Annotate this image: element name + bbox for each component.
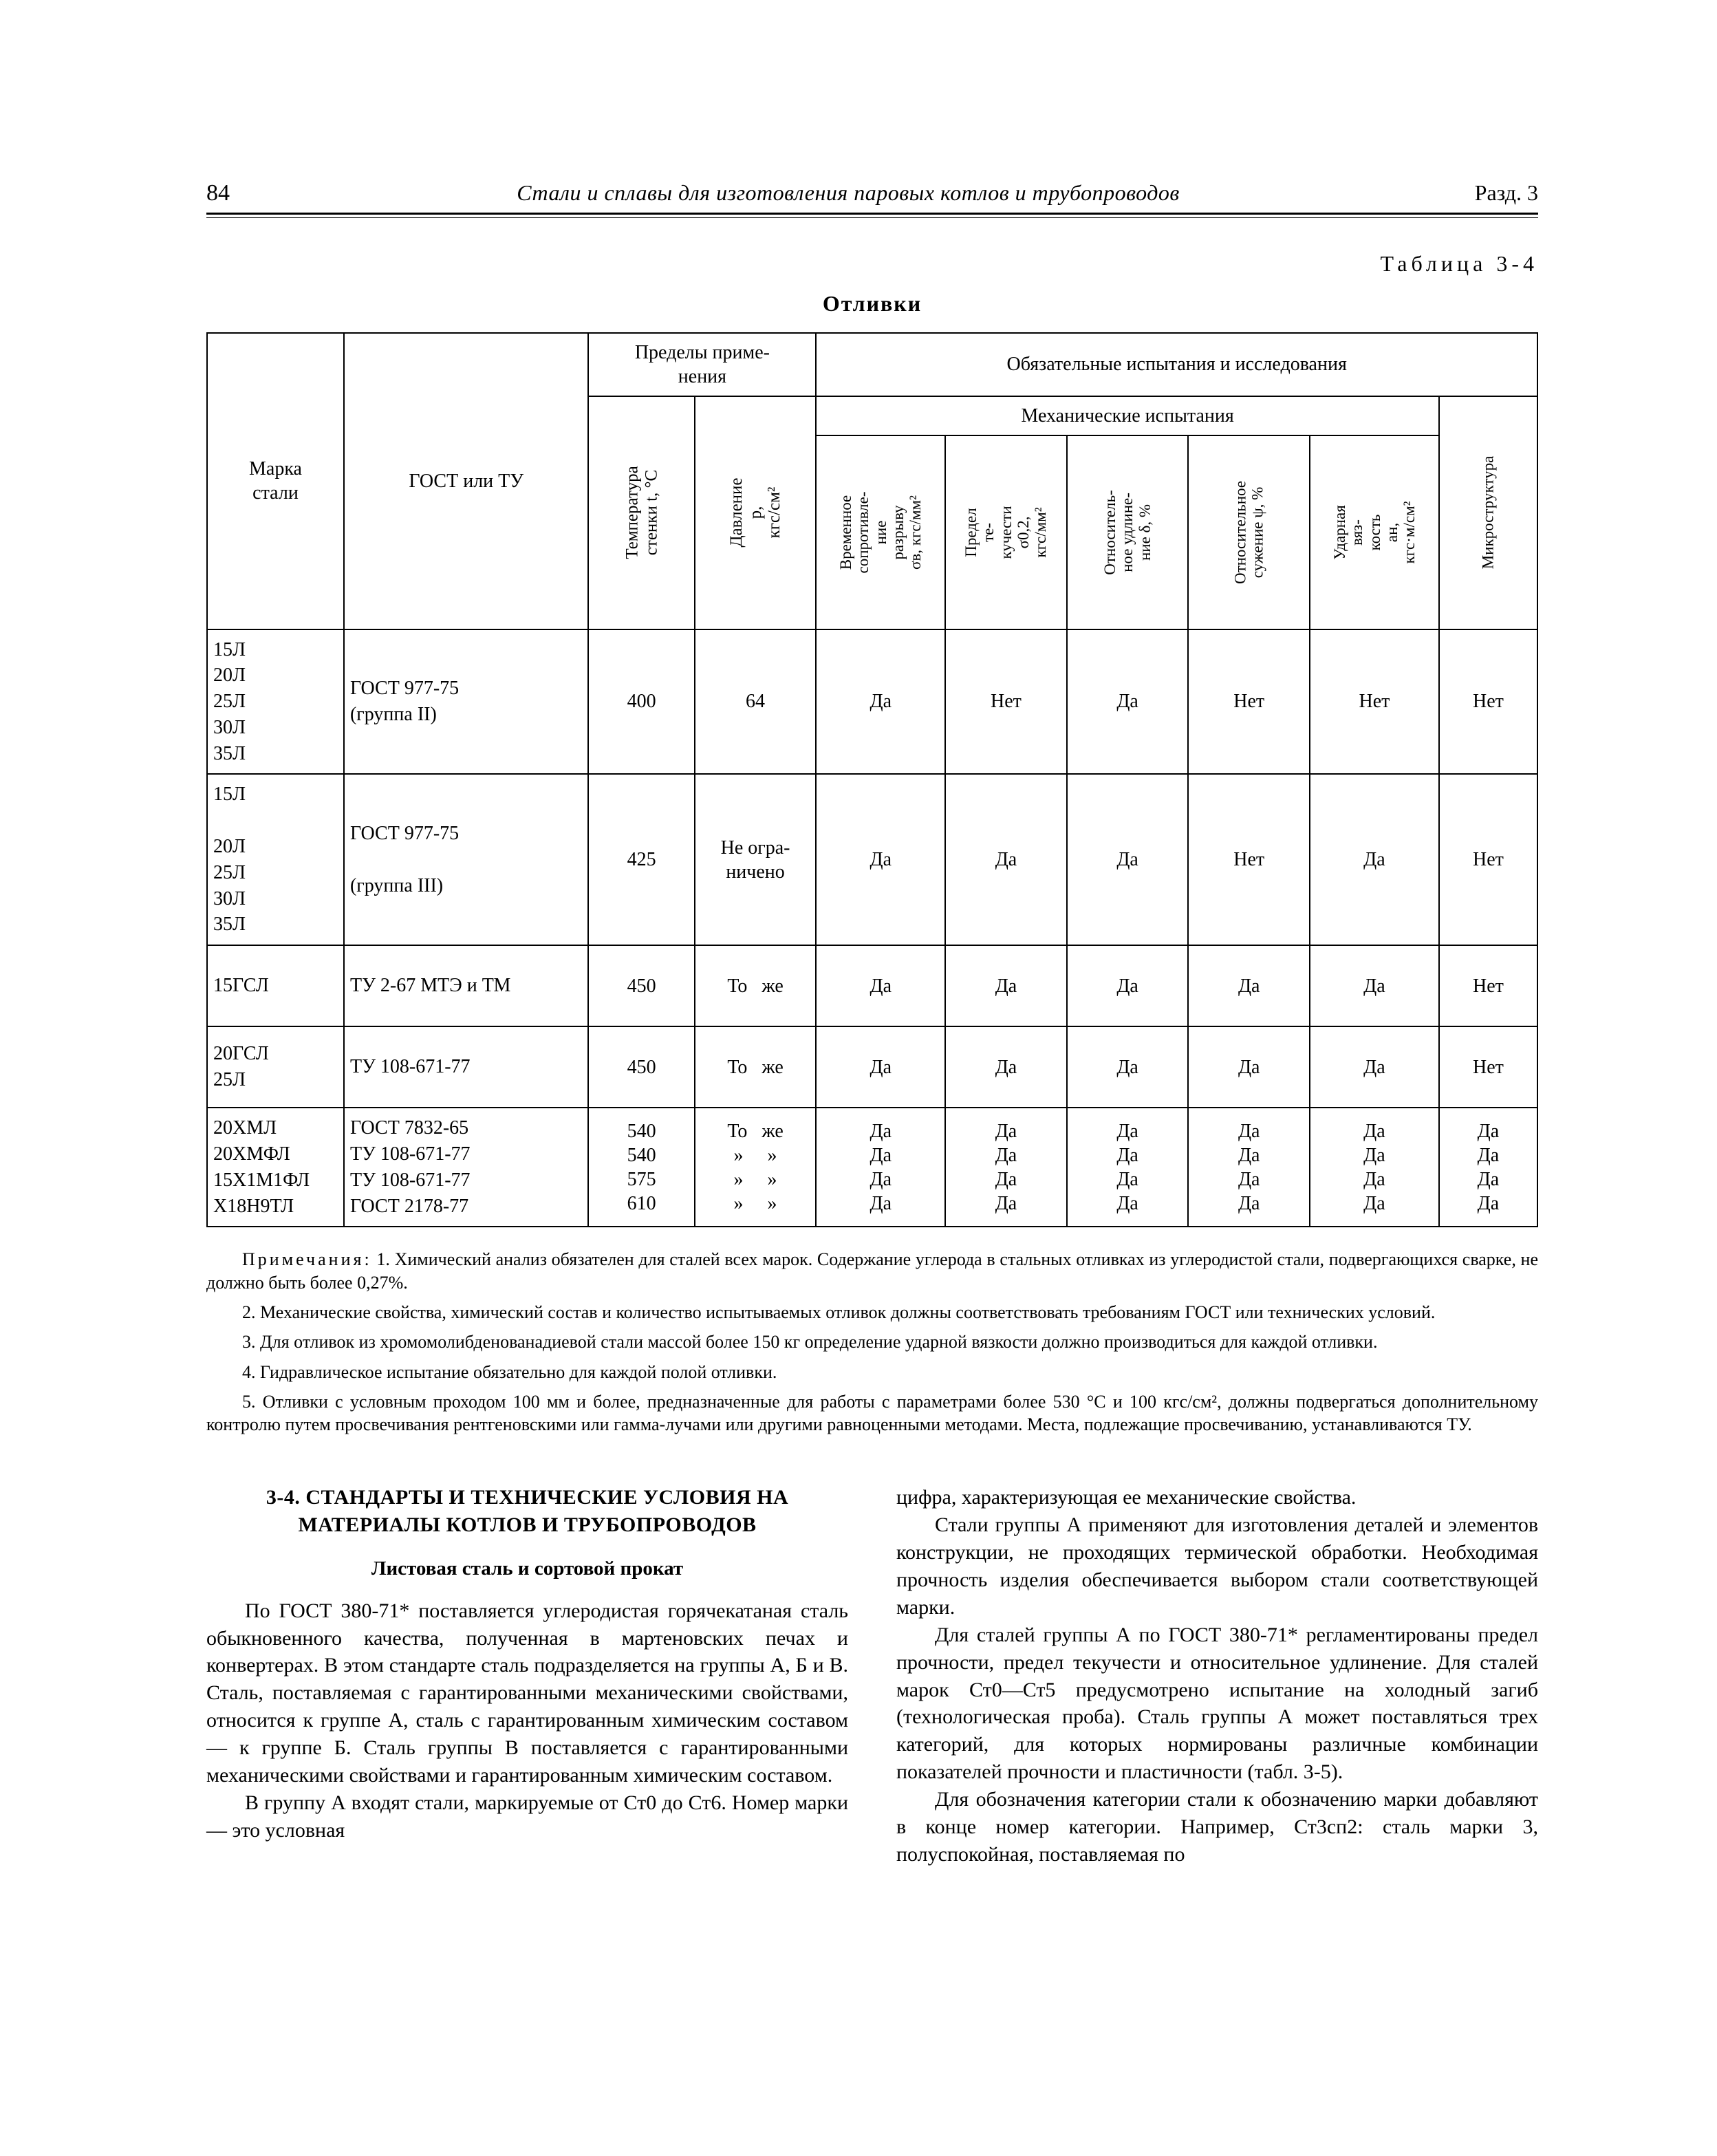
col-delta: Относитель- ное удлине- ние δ, % — [1067, 435, 1189, 629]
col-gost: ГОСТ или ТУ — [344, 333, 588, 629]
cell-press: То же — [695, 945, 817, 1026]
running-head: 84 Стали и сплавы для изготовления паров… — [206, 179, 1538, 215]
col-sigma02: Предел те- кучести σ0,2, кгс/мм² — [945, 435, 1067, 629]
table-title: Отливки — [206, 290, 1538, 317]
table-row: 20ГСЛ 25Л ТУ 108-671-77 450 То же Да Да … — [207, 1026, 1537, 1108]
cell-psi: Да — [1188, 1026, 1310, 1108]
table-notes: Примечания: 1. Химический анализ обязате… — [206, 1248, 1538, 1436]
cell-sigmaB: Да — [816, 774, 945, 945]
cell-delta: Да — [1067, 629, 1189, 775]
col-micro: Микроструктура — [1439, 396, 1537, 629]
paragraph: По ГОСТ 380-71* поставляется углеродиста… — [206, 1597, 848, 1789]
cell-press: Не огра- ничено — [695, 774, 817, 945]
section-heading: 3-4. СТАНДАРТЫ И ТЕХНИЧЕСКИЕ УСЛОВИЯ НА … — [206, 1484, 848, 1539]
header-rule — [206, 217, 1538, 218]
subsection-heading: Листовая сталь и сортовой прокат — [206, 1555, 848, 1582]
paragraph: Для обозначения категории стали к обозна… — [896, 1786, 1538, 1868]
cell-delta: Да — [1067, 945, 1189, 1026]
cell-sigma02: Да — [945, 1026, 1067, 1108]
cell-sigma02: Нет — [945, 629, 1067, 775]
col-temp: Температура стенки t, °С — [588, 396, 694, 629]
cell-gost: ГОСТ 977-75 (группа II) — [344, 629, 588, 775]
cell-psi: Да Да Да Да — [1188, 1108, 1310, 1227]
cell-marka: 15ГСЛ — [207, 945, 344, 1026]
cell-gost: ГОСТ 977-75 (группа III) — [344, 774, 588, 945]
paragraph: В группу А входят стали, маркируемые от … — [206, 1789, 848, 1844]
cell-marka: 15Л 20Л 25Л 30Л 35Л — [207, 774, 344, 945]
cell-marka: 15Л 20Л 25Л 30Л 35Л — [207, 629, 344, 775]
table-row: 15Л 20Л 25Л 30Л 35Л ГОСТ 977-75 (группа … — [207, 629, 1537, 775]
group-limits: Пределы приме- нения — [588, 333, 816, 396]
col-psi: Относительное сужение ψ, % — [1188, 435, 1310, 629]
cell-marka: 20ХМЛ 20ХМФЛ 15Х1М1ФЛ Х18Н9ТЛ — [207, 1108, 344, 1227]
col-ak: Ударная вяз- кость aн, кгс·м/см² — [1310, 435, 1439, 629]
cell-ak: Да — [1310, 945, 1439, 1026]
cell-psi: Да — [1188, 945, 1310, 1026]
group-mech: Механические испытания — [816, 396, 1438, 435]
cell-sigma02: Да — [945, 945, 1067, 1026]
cell-delta: Да — [1067, 774, 1189, 945]
cell-sigma02: Да Да Да Да — [945, 1108, 1067, 1227]
cell-temp: 400 — [588, 629, 694, 775]
cell-micro: Нет — [1439, 629, 1537, 775]
page-number: 84 — [206, 179, 268, 208]
section-label: Разд. 3 — [1428, 179, 1538, 206]
col-marka: Марка стали — [207, 333, 344, 629]
cell-ak: Да — [1310, 1026, 1439, 1108]
table-row: 15Л 20Л 25Л 30Л 35Л ГОСТ 977-75 (группа … — [207, 774, 1537, 945]
cell-sigmaB: Да — [816, 629, 945, 775]
cell-psi: Нет — [1188, 774, 1310, 945]
note-1: Примечания: 1. Химический анализ обязате… — [206, 1248, 1538, 1294]
cell-ak: Да — [1310, 774, 1439, 945]
cell-ak: Да Да Да Да — [1310, 1108, 1439, 1227]
cell-temp: 450 — [588, 1026, 694, 1108]
cell-sigmaB: Да Да Да Да — [816, 1108, 945, 1227]
cell-micro: Да Да Да Да — [1439, 1108, 1537, 1227]
cell-psi: Нет — [1188, 629, 1310, 775]
col-press: Давление p, кгс/см² — [695, 396, 817, 629]
cell-marka: 20ГСЛ 25Л — [207, 1026, 344, 1108]
table-label: Таблица 3-4 — [206, 250, 1538, 277]
cell-gost: ГОСТ 7832-65 ТУ 108-671-77 ТУ 108-671-77… — [344, 1108, 588, 1227]
paragraph: Стали группы А применяют для изготовлени… — [896, 1511, 1538, 1621]
cell-sigma02: Да — [945, 774, 1067, 945]
table-row: 20ХМЛ 20ХМФЛ 15Х1М1ФЛ Х18Н9ТЛ ГОСТ 7832-… — [207, 1108, 1537, 1227]
col-sigmaB: Временное сопротивле- ние разрыву σв, кг… — [816, 435, 945, 629]
note-5: 5. Отливки с условным проходом 100 мм и … — [206, 1390, 1538, 1436]
table-row: 15ГСЛ ТУ 2-67 МТЭ и ТМ 450 То же Да Да Д… — [207, 945, 1537, 1026]
cell-press: 64 — [695, 629, 817, 775]
cell-micro: Нет — [1439, 945, 1537, 1026]
cell-temp: 540 540 575 610 — [588, 1108, 694, 1227]
paragraph: цифра, характеризующая ее механические с… — [896, 1484, 1538, 1511]
cell-sigmaB: Да — [816, 945, 945, 1026]
cell-sigmaB: Да — [816, 1026, 945, 1108]
table-3-4: Марка стали ГОСТ или ТУ Пределы приме- н… — [206, 332, 1538, 1228]
cell-ak: Нет — [1310, 629, 1439, 775]
cell-press: То же — [695, 1026, 817, 1108]
cell-delta: Да — [1067, 1026, 1189, 1108]
cell-temp: 450 — [588, 945, 694, 1026]
cell-micro: Нет — [1439, 1026, 1537, 1108]
group-tests: Обязательные испытания и исследования — [816, 333, 1537, 396]
cell-gost: ТУ 108-671-77 — [344, 1026, 588, 1108]
page: 84 Стали и сплавы для изготовления паров… — [0, 0, 1717, 2156]
cell-gost: ТУ 2-67 МТЭ и ТМ — [344, 945, 588, 1026]
body-columns: 3-4. СТАНДАРТЫ И ТЕХНИЧЕСКИЕ УСЛОВИЯ НА … — [206, 1484, 1538, 1868]
running-title: Стали и сплавы для изготовления паровых … — [268, 179, 1428, 206]
cell-micro: Нет — [1439, 774, 1537, 945]
note-4: 4. Гидравлическое испытание обязательно … — [206, 1361, 1538, 1383]
cell-press: То же » » » » » » — [695, 1108, 817, 1227]
note-3: 3. Для отливок из хромомолибденованадиев… — [206, 1330, 1538, 1353]
cell-temp: 425 — [588, 774, 694, 945]
paragraph: Для сталей группы А по ГОСТ 380-71* регл… — [896, 1621, 1538, 1786]
cell-delta: Да Да Да Да — [1067, 1108, 1189, 1227]
table-body: 15Л 20Л 25Л 30Л 35Л ГОСТ 977-75 (группа … — [207, 629, 1537, 1227]
note-2: 2. Механические свойства, химический сос… — [206, 1301, 1538, 1324]
